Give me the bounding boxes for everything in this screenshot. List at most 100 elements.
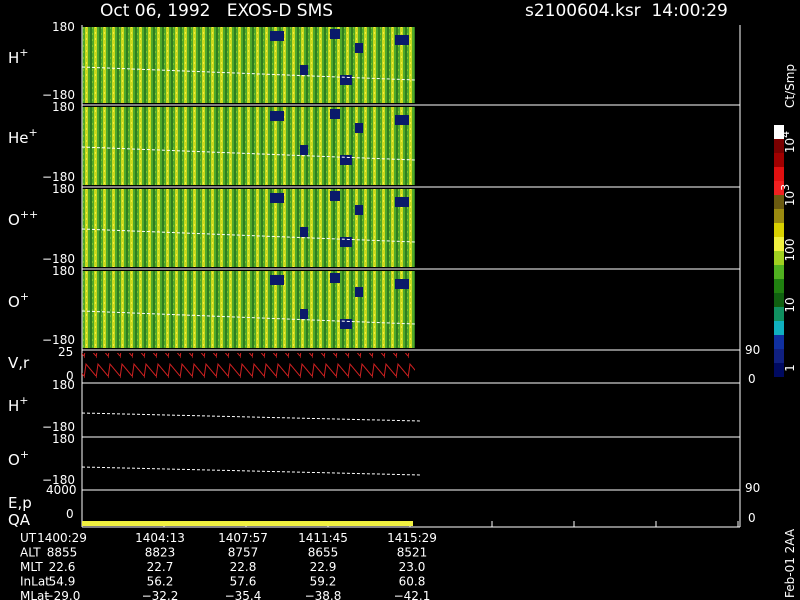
label-sup: ++ [20,208,38,221]
label-text: H [8,49,19,67]
cell: 22.6 [49,560,76,574]
colorbar-cell [774,349,784,363]
cell: −38.8 [305,589,342,600]
colorbar-cell [774,139,784,153]
row-label: UT [20,531,37,545]
colorbar-cell [774,223,784,237]
trace [81,146,416,161]
panel-label: H+ [8,394,29,415]
y-tick-label: 180 [52,20,75,34]
trace [81,466,421,476]
cell: 22.9 [310,560,337,574]
cell: 22.7 [147,560,174,574]
orbit-table: UT 1400:29 1404:13 1407:57 1411:45 1415:29 ALT… [20,531,437,600]
spectrogram [82,189,415,267]
cell: −29.0 [44,589,81,600]
label-sup: + [19,46,28,59]
y-tick-label: 180 [52,100,75,114]
y2-tick-label: 90 [745,481,760,495]
panel-label: H+ [8,46,29,67]
data-gap [340,155,352,165]
data-gap [355,123,363,133]
data-gap [340,237,352,247]
panel-label: O+ [8,290,29,311]
qa-bar [82,521,413,526]
panel-label: V,r [8,354,30,372]
trace [81,310,416,325]
panel-label: E,p [8,494,32,512]
tick-text: 100 [783,239,797,262]
data-gap [395,35,409,45]
row-label: MLT [20,560,43,574]
label-text: O [8,211,20,229]
colorbar-title: Ct/Smp [783,64,797,108]
data-gap [340,319,352,329]
data-gap [330,29,340,39]
trace [81,66,416,81]
plots: H+180−180He+180−180O++180−180O+180−180H+… [8,20,741,528]
colorbar-cell [774,363,784,377]
y-tick-label: −180 [42,420,75,434]
data-gap [395,115,409,125]
data-gap [270,275,284,285]
y-tick-label: 180 [52,264,75,278]
data-gap [395,279,409,289]
y-tick-label: −180 [42,252,75,266]
cell: 1407:57 [218,531,268,545]
y-tick-label: −180 [42,88,75,102]
cell: 8757 [228,546,259,560]
colorbar-cell [774,125,784,139]
data-gap [300,145,308,155]
cell: 8655 [308,546,339,560]
cell: 22.8 [230,560,257,574]
title: Oct 06, 1992 EXOS-D SMS [100,1,333,21]
spectrogram [82,271,415,348]
tick-text: 1 [783,364,797,372]
data-gap [270,193,284,203]
colorbar-cell [774,335,784,349]
colorbar-cell [774,237,784,251]
panel-label: O+ [8,448,29,469]
colorbar-cell [774,167,784,181]
y-tick-label: 0 [66,507,74,521]
cell: 59.2 [310,575,337,589]
cell: 8521 [397,546,428,560]
data-gap [330,191,340,201]
cell: 57.6 [230,575,257,589]
colorbar-tick-label: 103 [779,184,797,206]
cell: −42.1 [394,589,431,600]
trace [81,228,416,243]
y-tick-label: 180 [52,182,75,196]
cell: 1400:29 [37,531,87,545]
label-sup: + [29,126,38,139]
data-gap [330,109,340,119]
y-tick-label: −180 [42,473,75,487]
cell: 1411:45 [298,531,348,545]
data-gap [270,31,284,41]
row-label: ALT [20,546,41,560]
data-gap [300,227,308,237]
cell: 8823 [145,546,176,560]
label-text: H [8,397,19,415]
data-gap [395,197,409,207]
footer: Feb-01 2AA [783,528,797,598]
colorbar-cell [774,321,784,335]
data-gap [355,205,363,215]
cell: 1404:13 [135,531,185,545]
label-text: O [8,451,20,469]
data-gap [270,111,284,121]
label-text: He [8,129,29,147]
cell: 8855 [47,546,78,560]
y-tick-label: −180 [42,170,75,184]
tick-text: 10 [783,297,797,312]
data-gap [355,287,363,297]
tick-sup: 4 [779,131,792,138]
label-sup: + [19,394,28,407]
data-gap [300,65,308,75]
label-text: O [8,293,20,311]
cell: 54.9 [49,575,76,589]
velocity-trace [82,353,415,381]
y2-tick-label: 0 [748,372,756,386]
